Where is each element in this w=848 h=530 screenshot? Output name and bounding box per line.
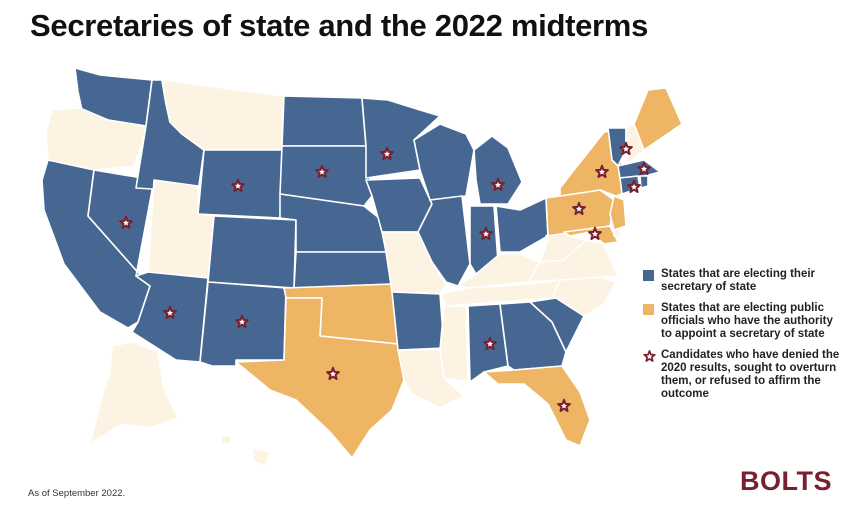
star-icon-wy bbox=[231, 178, 245, 192]
state-ne bbox=[279, 193, 387, 253]
footnote: As of September 2022. bbox=[28, 488, 126, 499]
star-icon-tx bbox=[326, 366, 340, 380]
state-mi bbox=[473, 135, 523, 205]
star-icon-ct bbox=[627, 179, 641, 193]
state-hi bbox=[251, 447, 271, 467]
legend-swatch-electing bbox=[643, 270, 654, 281]
state-nj bbox=[609, 195, 627, 231]
state-ak bbox=[89, 341, 179, 445]
star-icon-mn bbox=[380, 146, 394, 160]
star-icon bbox=[643, 350, 656, 362]
star-icon-vt bbox=[619, 141, 633, 155]
star-icon-pa bbox=[572, 201, 586, 215]
state-me bbox=[633, 87, 683, 151]
state-tx bbox=[235, 297, 405, 459]
state-vt bbox=[607, 127, 627, 167]
legend-item-deniers: Candidates who have denied the 2020 resu… bbox=[643, 349, 843, 401]
state-ks bbox=[293, 251, 393, 289]
state-ar bbox=[391, 291, 445, 351]
bolts-logo: BOLTS bbox=[740, 466, 832, 496]
star-icon-ny bbox=[595, 164, 609, 178]
state-ms bbox=[439, 305, 469, 383]
star-icon-in bbox=[479, 226, 493, 240]
state-ri bbox=[639, 175, 649, 189]
star-icon-ma bbox=[637, 161, 651, 175]
state-nd bbox=[281, 95, 367, 147]
star-icon-az bbox=[163, 305, 177, 319]
star-icon-nv bbox=[119, 215, 133, 229]
star-icon-nm bbox=[235, 314, 249, 328]
state-fl bbox=[483, 365, 591, 447]
state-nc bbox=[551, 275, 617, 317]
legend-item-electing: States that are electing their secretary… bbox=[643, 268, 843, 294]
star-icon-fl bbox=[557, 398, 571, 412]
legend-label-electing: States that are electing their secretary… bbox=[661, 268, 816, 293]
state-il bbox=[417, 195, 471, 287]
star-icon-sd bbox=[315, 164, 329, 178]
star-icon-mi bbox=[491, 177, 505, 191]
state-co bbox=[207, 215, 297, 289]
state-wi bbox=[413, 123, 475, 201]
legend: States that are electing their secretary… bbox=[643, 268, 843, 409]
legend-item-appointing: States that are electing public official… bbox=[643, 302, 843, 341]
legend-swatch-appointing bbox=[643, 304, 654, 315]
map-title: Secretaries of state and the 2022 midter… bbox=[30, 8, 649, 43]
star-icon-md bbox=[588, 226, 602, 240]
legend-label-appointing: States that are electing public official… bbox=[661, 302, 833, 340]
state-or bbox=[45, 107, 147, 171]
state-hi bbox=[219, 435, 233, 445]
state-oh bbox=[495, 197, 549, 253]
legend-label-deniers: Candidates who have denied the 2020 resu… bbox=[661, 349, 840, 400]
state-md bbox=[563, 225, 619, 245]
star-icon-al bbox=[483, 336, 497, 350]
